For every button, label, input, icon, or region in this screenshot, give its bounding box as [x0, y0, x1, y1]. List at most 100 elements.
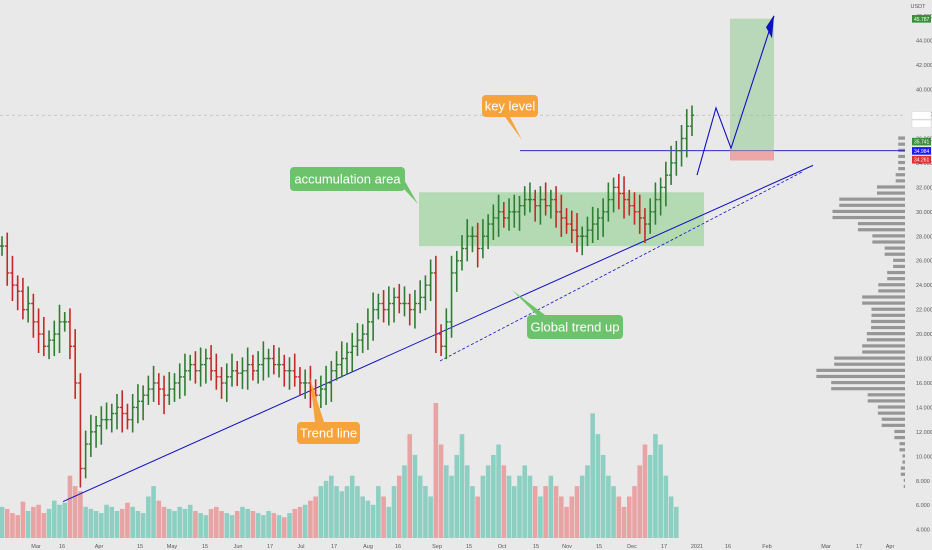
volume-bar: [522, 465, 528, 538]
profile-bar: [898, 167, 905, 171]
price-bar: [339, 341, 344, 378]
price-tick: 14.000: [916, 405, 932, 411]
callout-label: accumulation area: [294, 172, 401, 187]
annotations: key level accumulation area Global trend u…: [290, 95, 623, 444]
price-tag: 37.894: [911, 111, 932, 120]
time-axis[interactable]: Mar 16 Apr 15 May 15 Jun 17 Jul 17 Aug 16 Sep 15 Oct 15…: [31, 544, 894, 550]
price-bar: [506, 198, 512, 231]
volume-bar: [653, 434, 658, 538]
profile-bar: [899, 442, 905, 446]
price-bar: [590, 206, 595, 243]
profile-bar: [866, 332, 905, 336]
price-bar: [679, 125, 684, 167]
volume-bar: [57, 504, 62, 538]
profile-bar: [871, 307, 905, 311]
price-bar: [412, 290, 418, 329]
price-bars: [0, 105, 695, 488]
volume-bar: [261, 515, 266, 538]
volume-bar: [517, 475, 522, 538]
time-tick: 16: [395, 544, 401, 550]
profile-bar: [878, 289, 905, 293]
volume-bar: [10, 513, 15, 538]
profile-bar: [887, 277, 905, 281]
volume-bar: [41, 513, 47, 538]
volume-bar: [616, 496, 622, 538]
price-bar: [470, 226, 475, 253]
price-bar: [276, 347, 282, 378]
price-bar: [31, 293, 36, 338]
price-bar: [532, 189, 538, 222]
price-bar: [177, 363, 182, 399]
profile-bar: [872, 240, 905, 244]
price-tag-label: 34.261: [914, 158, 930, 164]
time-tick: Nov: [562, 544, 572, 550]
callout-pointer: [512, 290, 545, 315]
price-bar: [287, 357, 292, 390]
price-bar: [564, 208, 569, 234]
price-bar: [585, 216, 590, 247]
price-tick: 30.000: [916, 210, 932, 216]
profile-bar: [895, 179, 905, 183]
price-bar: [104, 402, 109, 430]
price-bar: [67, 308, 73, 360]
volume-bar: [4, 508, 10, 538]
price-bar: [559, 194, 564, 237]
price-bar: [10, 255, 15, 302]
price-bar: [156, 373, 162, 405]
price-bar: [135, 384, 141, 424]
profile-bar: [903, 478, 905, 482]
price-tick: 4.000: [916, 528, 930, 534]
price-bar: [282, 354, 287, 387]
volume-bar: [156, 500, 162, 538]
price-bar: [15, 275, 20, 311]
volume-bar: [459, 434, 465, 538]
callout-box: [290, 167, 405, 191]
volume-bar: [355, 486, 360, 538]
time-tick: Mar: [821, 544, 831, 550]
price-bar: [109, 403, 114, 433]
volume-bar: [386, 506, 392, 538]
price-bar: [438, 324, 444, 357]
volume-bar: [198, 513, 203, 538]
price-bar: [674, 140, 679, 176]
volume-bar: [187, 504, 193, 538]
volume-bar: [423, 486, 428, 538]
volume-bar: [501, 465, 507, 538]
price-axis[interactable]: USDT46.00044.00042.00040.00038.00036.000…: [911, 4, 932, 534]
projection-path: [696, 16, 775, 176]
volume-bar: [621, 506, 627, 538]
price-bar: [386, 286, 392, 326]
volume-bar: [365, 500, 371, 538]
profile-bar: [878, 283, 905, 287]
volume-bar: [203, 515, 209, 538]
price-bar: [334, 351, 339, 381]
price-bar: [172, 373, 177, 402]
callout-box: [297, 422, 360, 444]
volume-bar: [219, 511, 224, 538]
volume-bar: [15, 515, 20, 538]
volume-bar: [135, 511, 141, 538]
volume-bar: [370, 504, 376, 538]
price-tag: 45.787: [912, 15, 931, 23]
volume-bar: [78, 491, 83, 538]
time-tick: 15: [202, 544, 208, 550]
price-bar: [663, 161, 669, 207]
volume-bar: [339, 491, 345, 538]
volume-bar: [292, 508, 298, 538]
price-tag-box: [912, 15, 931, 23]
volume-bar: [569, 496, 575, 538]
profile-bar: [898, 142, 905, 146]
price-bar: [271, 345, 277, 375]
time-tick: 15: [596, 544, 602, 550]
volume-bar: [376, 486, 381, 538]
annotation-callout: key level: [482, 95, 538, 140]
price-bar: [203, 348, 209, 384]
volume-bar: [579, 475, 585, 538]
volume-bar: [396, 475, 402, 538]
volume-bar: [271, 513, 277, 538]
price-tick: 12.000: [916, 430, 932, 436]
time-tick: 17: [856, 544, 862, 550]
price-bar: [397, 283, 402, 314]
price-bar: [444, 308, 449, 360]
